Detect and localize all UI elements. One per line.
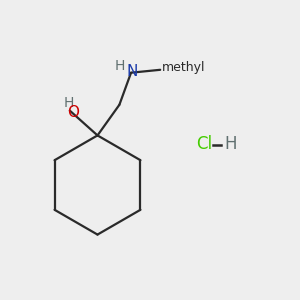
Text: H: H — [115, 59, 125, 73]
Text: methyl: methyl — [162, 61, 205, 74]
Text: N: N — [126, 64, 138, 79]
Text: H: H — [224, 135, 236, 153]
Text: H: H — [63, 96, 74, 110]
Text: Cl: Cl — [196, 135, 212, 153]
Text: O: O — [67, 105, 79, 120]
